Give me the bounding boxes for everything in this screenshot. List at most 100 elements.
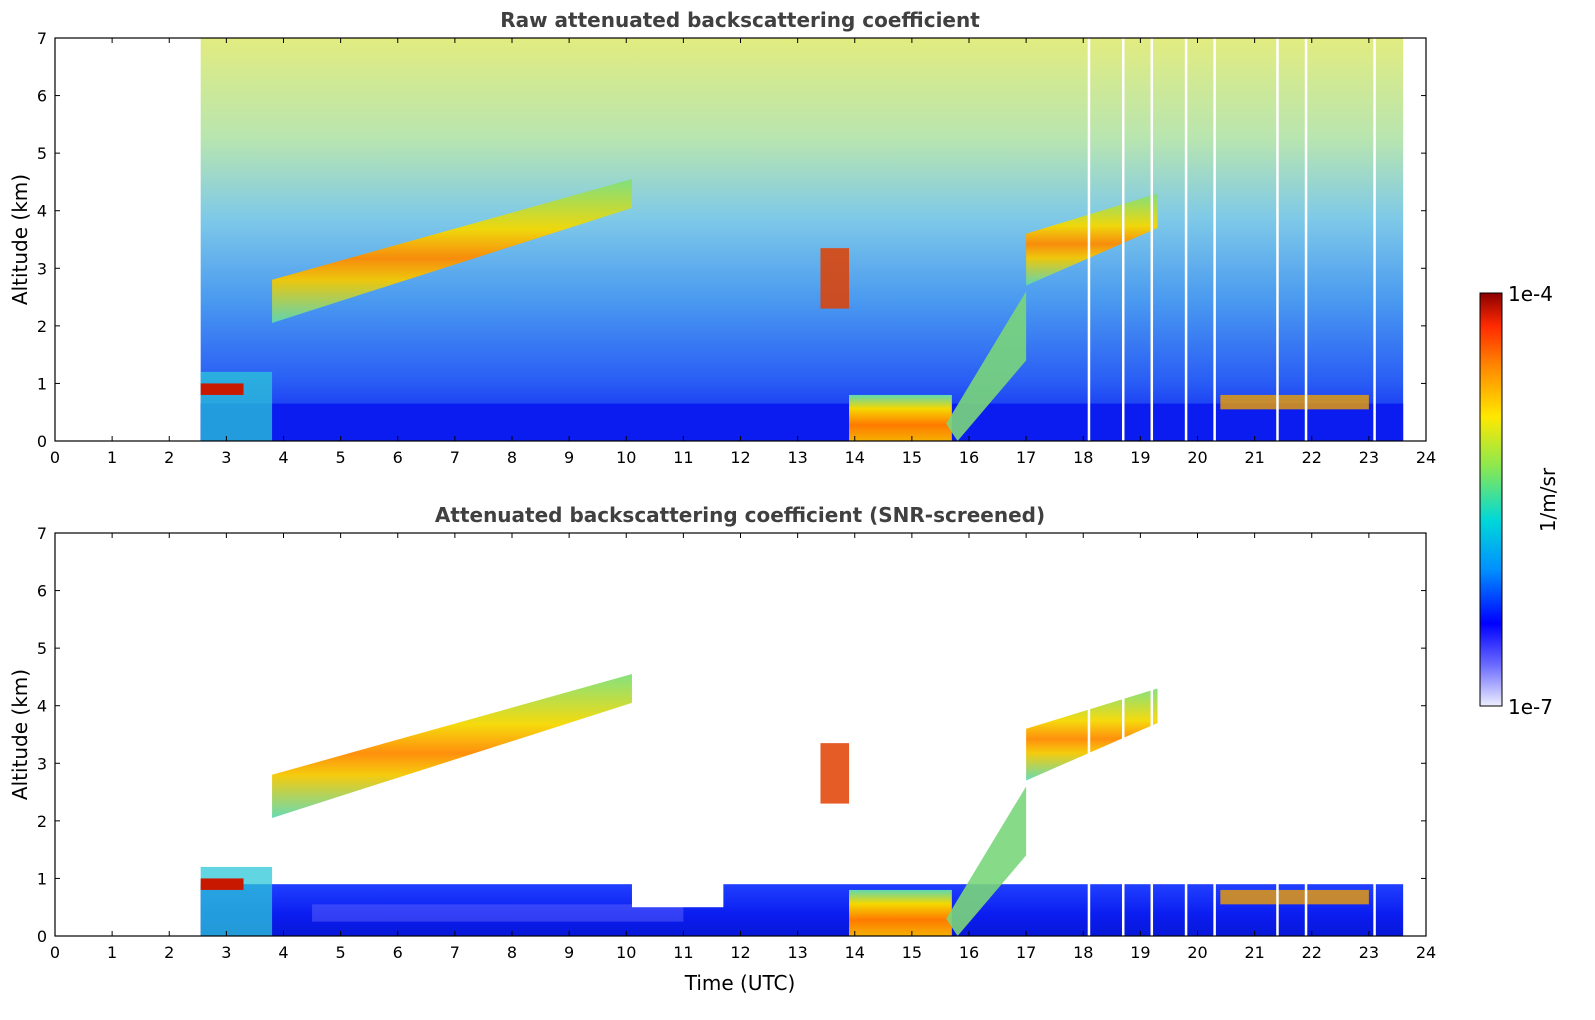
isolated-cloud [820, 743, 850, 804]
x-tick-label: 8 [507, 448, 517, 467]
rising-cloud [946, 786, 1027, 936]
y-tick-label: 3 [37, 259, 47, 278]
x-tick-label: 4 [278, 943, 288, 962]
colorbar: 1e-4 1e-7 1/m/sr [1479, 282, 1560, 719]
isolated-cloud [820, 248, 850, 309]
boundary-layer-plume [200, 371, 273, 441]
colorbar-gradient [1479, 292, 1503, 707]
cloud-layer [1026, 193, 1158, 286]
screened-gap [631, 878, 724, 908]
x-tick-label: 9 [564, 448, 574, 467]
aerosol-layer [1220, 889, 1369, 905]
x-tick-label: 9 [564, 943, 574, 962]
x-tick-label: 16 [959, 943, 979, 962]
x-tick-label: 23 [1359, 943, 1379, 962]
surface-band [200, 403, 1404, 441]
x-tick-label: 3 [221, 448, 231, 467]
x-tick-label: 14 [845, 448, 865, 467]
y-axis: 0 1 2 3 4 5 6 7 [37, 524, 1426, 946]
x-tick-label: 7 [450, 943, 460, 962]
x-tick-label: 15 [902, 448, 922, 467]
x-tick-label: 5 [336, 448, 346, 467]
y-tick-label: 2 [37, 812, 47, 831]
y-tick-label: 4 [37, 202, 47, 221]
x-axis: 0 1 2 3 4 5 6 7 8 9 10 11 12 13 14 15 16 17 18 19 20 21 22 23 24 [50, 38, 1436, 467]
y-tick-label: 6 [37, 582, 47, 601]
x-tick-label: 24 [1416, 448, 1436, 467]
x-tick-label: 16 [959, 448, 979, 467]
y-tick-label: 3 [37, 754, 47, 773]
x-tick-label: 18 [1073, 943, 1093, 962]
x-tick-label: 20 [1187, 448, 1207, 467]
panel-raw: Raw attenuated backscattering coefficien… [8, 8, 1436, 467]
x-tick-label: 17 [1016, 943, 1036, 962]
x-tick-label: 19 [1130, 448, 1150, 467]
cloud-layer [272, 179, 632, 323]
colorbar-unit-label: 1/m/sr [1536, 467, 1560, 532]
aerosol-peak [200, 878, 244, 890]
x-axis: 0 1 2 3 4 5 6 7 8 9 10 11 12 13 14 15 16 17 18 19 20 21 22 23 24 [50, 533, 1436, 962]
x-tick-label: 2 [164, 943, 174, 962]
x-tick-label: 6 [393, 448, 403, 467]
x-tick-label: 11 [673, 943, 693, 962]
y-tick-label: 6 [37, 87, 47, 106]
y-axis-label: Altitude (km) [8, 174, 32, 305]
x-tick-label: 2 [164, 448, 174, 467]
y-tick-label: 0 [37, 432, 47, 451]
y-tick-label: 2 [37, 317, 47, 336]
x-tick-label: 1 [107, 448, 117, 467]
plot-area [200, 533, 1404, 936]
x-tick-label: 6 [393, 943, 403, 962]
x-tick-label: 15 [902, 943, 922, 962]
y-tick-label: 5 [37, 144, 47, 163]
x-tick-label: 13 [787, 448, 807, 467]
x-tick-label: 7 [450, 448, 460, 467]
aerosol-layer [1220, 394, 1369, 410]
y-tick-label: 1 [37, 374, 47, 393]
y-tick-label: 1 [37, 869, 47, 888]
chart-title: Attenuated backscattering coefficient (S… [435, 503, 1045, 527]
x-tick-label: 4 [278, 448, 288, 467]
x-tick-label: 11 [673, 448, 693, 467]
chart-title: Raw attenuated backscattering coefficien… [500, 8, 980, 32]
x-tick-label: 13 [787, 943, 807, 962]
y-axis: 0 1 2 3 4 5 6 7 [37, 29, 1426, 451]
x-tick-label: 22 [1302, 448, 1322, 467]
x-tick-label: 3 [221, 943, 231, 962]
x-tick-label: 0 [50, 448, 60, 467]
x-tick-label: 1 [107, 943, 117, 962]
low-cloud [849, 889, 952, 936]
y-tick-label: 0 [37, 927, 47, 946]
panel-snr-screened: Attenuated backscattering coefficient (S… [8, 503, 1436, 995]
x-tick-label: 0 [50, 943, 60, 962]
x-tick-label: 23 [1359, 448, 1379, 467]
x-axis-label: Time (UTC) [684, 971, 796, 995]
rising-cloud [946, 291, 1027, 441]
cloud-layer [272, 674, 632, 818]
colorbar-min-label: 1e-7 [1508, 695, 1553, 719]
x-tick-label: 12 [730, 943, 750, 962]
x-tick-label: 12 [730, 448, 750, 467]
cloud-layer [1026, 688, 1158, 781]
boundary-layer-haze [312, 904, 684, 922]
x-tick-label: 18 [1073, 448, 1093, 467]
x-tick-label: 17 [1016, 448, 1036, 467]
low-cloud [849, 394, 952, 441]
background-signal [200, 38, 1404, 441]
x-tick-label: 14 [845, 943, 865, 962]
boundary-layer [200, 884, 1404, 936]
x-tick-label: 8 [507, 943, 517, 962]
y-tick-label: 5 [37, 639, 47, 658]
y-tick-label: 4 [37, 697, 47, 716]
x-tick-label: 10 [616, 448, 636, 467]
x-tick-label: 22 [1302, 943, 1322, 962]
x-tick-label: 20 [1187, 943, 1207, 962]
y-axis-label: Altitude (km) [8, 669, 32, 800]
boundary-layer-plume [200, 866, 273, 936]
y-tick-label: 7 [37, 29, 47, 48]
x-tick-label: 19 [1130, 943, 1150, 962]
plot-area [200, 38, 1404, 441]
x-tick-label: 21 [1244, 448, 1264, 467]
y-tick-label: 7 [37, 524, 47, 543]
